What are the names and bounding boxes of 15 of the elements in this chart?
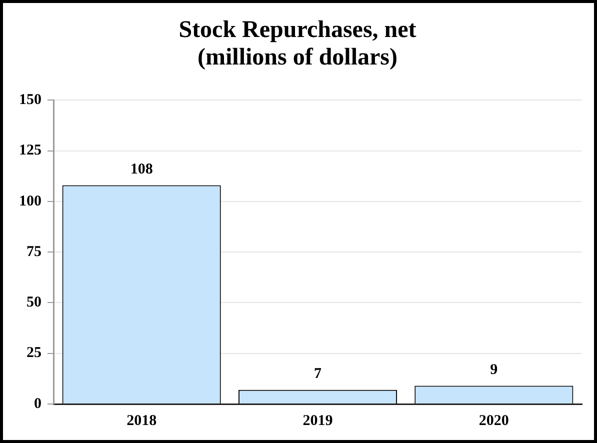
data-label: 9 — [490, 362, 498, 378]
data-label: 108 — [130, 162, 153, 178]
y-tick-label: 50 — [26, 294, 42, 311]
y-tick-label: 150 — [19, 92, 42, 108]
chart-subtitle: (millions of dollars) — [197, 44, 398, 71]
x-tick-label: 2019 — [302, 412, 333, 429]
x-tick-label: 2018 — [126, 412, 157, 429]
y-tick-label: 75 — [26, 244, 42, 260]
chart-title: Stock Repurchases, net — [178, 17, 416, 44]
x-tick-label: 2020 — [478, 412, 509, 429]
y-tick-label: 25 — [26, 345, 42, 362]
y-tick-label: 100 — [19, 193, 42, 210]
y-tick-label: 0 — [34, 396, 42, 412]
data-label: 7 — [314, 366, 322, 382]
y-tick-label: 125 — [19, 142, 42, 159]
